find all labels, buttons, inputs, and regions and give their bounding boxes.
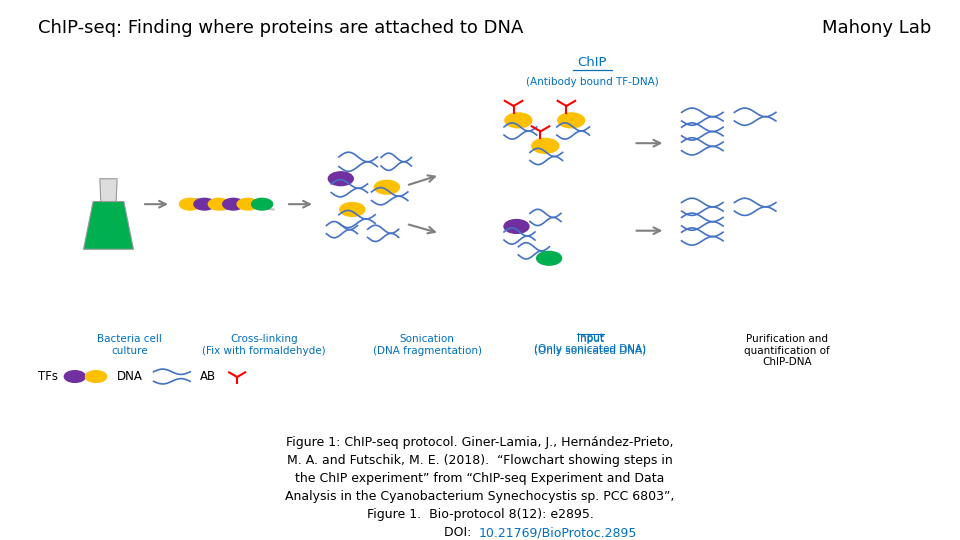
Text: Analysis in the Cyanobacterium Synechocystis sp. PCC 6803”,: Analysis in the Cyanobacterium Synechocy…	[285, 490, 675, 503]
Circle shape	[504, 220, 529, 233]
Circle shape	[537, 252, 562, 265]
Text: Purification and
quantification of
ChIP-DNA: Purification and quantification of ChIP-…	[744, 334, 830, 367]
Text: Cross-linking
(Fix with formaldehyde): Cross-linking (Fix with formaldehyde)	[203, 334, 325, 356]
Text: ChIP-seq: Finding where proteins are attached to DNA: ChIP-seq: Finding where proteins are att…	[38, 18, 524, 37]
Text: the ChIP experiment” from “ChIP-seq Experiment and Data: the ChIP experiment” from “ChIP-seq Expe…	[296, 472, 664, 485]
Text: (Only sonicated DNA): (Only sonicated DNA)	[535, 343, 646, 354]
Text: AB: AB	[200, 370, 216, 383]
Text: TFs: TFs	[38, 370, 59, 383]
Circle shape	[532, 138, 559, 153]
Polygon shape	[84, 201, 133, 249]
Text: DNA: DNA	[117, 370, 143, 383]
Text: Mahony Lab: Mahony Lab	[822, 18, 931, 37]
Circle shape	[85, 370, 107, 382]
Text: Input
(Only sonicated DNA): Input (Only sonicated DNA)	[535, 334, 646, 356]
Circle shape	[223, 198, 244, 210]
Circle shape	[237, 198, 258, 210]
Text: Figure 1: ChIP-seq protocol. Giner-Lamia, J., Hernández-Prieto,: Figure 1: ChIP-seq protocol. Giner-Lamia…	[286, 436, 674, 449]
Text: Input: Input	[577, 333, 604, 343]
Circle shape	[558, 113, 585, 128]
Text: Bacteria cell
culture: Bacteria cell culture	[97, 334, 162, 356]
Text: M. A. and Futschik, M. E. (2018).  “Flowchart showing steps in: M. A. and Futschik, M. E. (2018). “Flowc…	[287, 454, 673, 467]
Circle shape	[505, 113, 532, 128]
Text: Sonication
(DNA fragmentation): Sonication (DNA fragmentation)	[372, 334, 482, 356]
Text: (Antibody bound TF-DNA): (Antibody bound TF-DNA)	[526, 77, 659, 87]
Circle shape	[194, 198, 215, 210]
Text: DOI:: DOI:	[444, 526, 479, 539]
Polygon shape	[100, 179, 117, 201]
Circle shape	[328, 172, 353, 186]
Circle shape	[180, 198, 201, 210]
Text: ChIP: ChIP	[578, 56, 607, 69]
Circle shape	[340, 202, 365, 217]
Text: Figure 1.  Bio-protocol 8(12): e2895.: Figure 1. Bio-protocol 8(12): e2895.	[367, 508, 593, 521]
Circle shape	[64, 370, 85, 382]
Circle shape	[252, 198, 273, 210]
Circle shape	[208, 198, 229, 210]
Circle shape	[374, 180, 399, 194]
Text: 10.21769/BioProtoc.2895: 10.21769/BioProtoc.2895	[479, 526, 637, 539]
